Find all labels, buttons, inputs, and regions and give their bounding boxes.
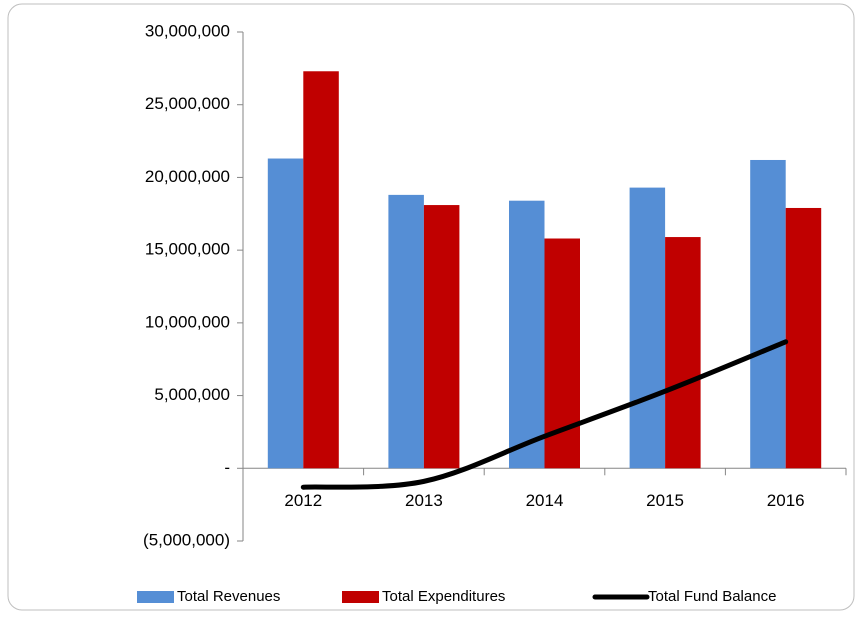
bar [629, 187, 666, 469]
x-tick-label: 2015 [646, 491, 684, 510]
legend-label: Total Fund Balance [648, 588, 776, 605]
x-tick-label: 2014 [526, 491, 564, 510]
x-tick-label: 2016 [767, 491, 805, 510]
bar [665, 237, 701, 469]
y-tick-label: 25,000,000 [145, 94, 230, 113]
bar [388, 194, 424, 469]
y-tick-label: - [224, 458, 230, 477]
bar [303, 71, 339, 469]
bar [267, 158, 304, 469]
y-tick-label: 20,000,000 [145, 167, 230, 186]
bar [509, 200, 545, 469]
x-tick-label: 2012 [284, 491, 322, 510]
y-tick-label: 10,000,000 [145, 312, 230, 331]
bar [750, 159, 786, 469]
y-tick-label: 5,000,000 [154, 385, 230, 404]
legend-swatch [137, 591, 174, 603]
line [300, 339, 789, 490]
legend-label: Total Expenditures [382, 588, 505, 605]
bar [423, 205, 460, 469]
bar [785, 207, 822, 469]
y-tick-label: 30,000,000 [145, 21, 230, 40]
legend-label: Total Revenues [177, 588, 280, 605]
legend-swatch [342, 591, 379, 603]
x-tick-label: 2013 [405, 491, 443, 510]
y-tick-label: 15,000,000 [145, 240, 230, 259]
y-tick-label: (5,000,000) [143, 530, 230, 549]
